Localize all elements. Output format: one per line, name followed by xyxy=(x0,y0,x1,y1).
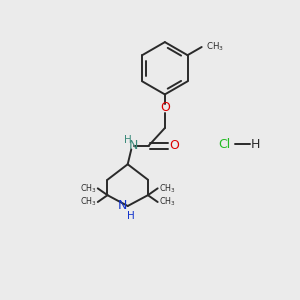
Text: CH$_3$: CH$_3$ xyxy=(159,182,176,195)
Text: O: O xyxy=(160,101,170,114)
Text: N: N xyxy=(129,139,138,152)
Text: H: H xyxy=(251,138,260,151)
Text: CH$_3$: CH$_3$ xyxy=(159,196,176,208)
Text: CH$_3$: CH$_3$ xyxy=(80,182,97,195)
Text: N: N xyxy=(118,199,127,212)
Text: CH$_3$: CH$_3$ xyxy=(80,196,97,208)
Text: CH$_3$: CH$_3$ xyxy=(206,40,224,53)
Text: Cl: Cl xyxy=(218,138,230,151)
Text: H: H xyxy=(127,211,135,221)
Text: H: H xyxy=(124,135,132,145)
Text: O: O xyxy=(170,139,180,152)
